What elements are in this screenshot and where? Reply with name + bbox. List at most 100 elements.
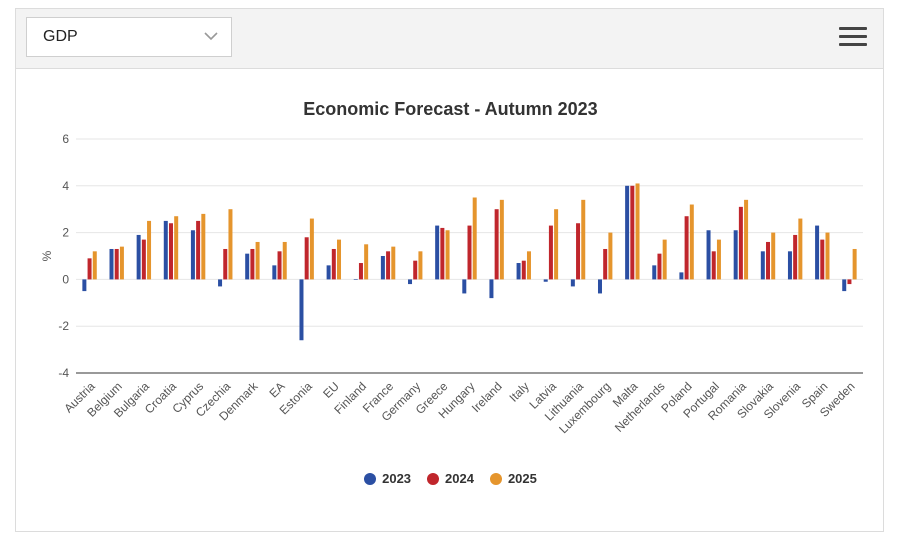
legend-item-2025[interactable]: 2025: [489, 471, 537, 486]
bar-2025-austria[interactable]: [92, 251, 97, 280]
bar-2024-belgium[interactable]: [114, 248, 119, 280]
bar-2024-slovenia[interactable]: [793, 234, 798, 280]
bar-2023-poland[interactable]: [679, 272, 684, 280]
bar-2024-portugal[interactable]: [711, 251, 716, 280]
bar-2025-spain[interactable]: [825, 232, 830, 280]
bar-2025-germany[interactable]: [418, 251, 423, 280]
bar-2024-ireland[interactable]: [494, 209, 499, 280]
bar-2024-france[interactable]: [386, 251, 391, 280]
bar-2024-netherlands[interactable]: [657, 253, 662, 280]
bar-2023-sweden[interactable]: [842, 279, 847, 292]
bar-2023-bulgaria[interactable]: [136, 234, 141, 280]
bar-2024-czechia[interactable]: [223, 248, 228, 280]
bar-2025-estonia[interactable]: [309, 218, 314, 280]
y-axis-label: %: [40, 250, 54, 261]
legend-marker: [489, 472, 502, 485]
bar-2025-eu[interactable]: [337, 239, 342, 280]
bar-2023-romania[interactable]: [733, 230, 738, 280]
bar-2023-slovakia[interactable]: [760, 251, 765, 280]
bar-2023-belgium[interactable]: [109, 248, 114, 280]
bar-2025-denmark[interactable]: [255, 241, 260, 280]
bar-2025-belgium[interactable]: [119, 246, 124, 280]
bar-2024-estonia[interactable]: [304, 237, 309, 280]
bar-2023-estonia[interactable]: [299, 279, 304, 341]
bar-2024-slovakia[interactable]: [766, 241, 771, 280]
legend-item-2023[interactable]: 2023: [364, 471, 411, 486]
bar-2025-ireland[interactable]: [499, 199, 504, 280]
bar-2023-finland[interactable]: [353, 279, 358, 280]
bar-2024-croatia[interactable]: [168, 223, 173, 280]
bar-2023-ea[interactable]: [272, 265, 277, 280]
indicator-select[interactable]: GDP: [26, 17, 232, 57]
indicator-select-value: GDP: [43, 28, 78, 45]
bar-2024-bulgaria[interactable]: [141, 239, 146, 280]
bar-2024-austria[interactable]: [87, 258, 92, 280]
bar-2023-czechia[interactable]: [218, 279, 223, 287]
y-tick-label: 2: [62, 226, 69, 240]
bar-2025-cyprus[interactable]: [201, 213, 206, 280]
bar-2023-france[interactable]: [380, 256, 385, 280]
bar-2025-netherlands[interactable]: [662, 239, 667, 280]
bar-2025-romania[interactable]: [744, 199, 749, 280]
bar-2024-lithuania[interactable]: [576, 223, 581, 280]
bar-2024-ea[interactable]: [277, 251, 282, 280]
bar-2023-eu[interactable]: [326, 265, 331, 280]
bar-2023-greece[interactable]: [435, 225, 440, 280]
bar-2024-sweden[interactable]: [847, 279, 852, 285]
bar-2024-hungary[interactable]: [467, 225, 472, 280]
bar-2024-malta[interactable]: [630, 185, 635, 280]
bar-2024-romania[interactable]: [738, 206, 743, 280]
bar-2024-latvia[interactable]: [548, 225, 553, 280]
bar-2023-netherlands[interactable]: [652, 265, 657, 280]
bar-2025-italy[interactable]: [526, 251, 531, 280]
bar-2024-greece[interactable]: [440, 227, 445, 280]
bar-2025-ea[interactable]: [282, 241, 287, 280]
bar-2025-latvia[interactable]: [554, 209, 559, 280]
bar-2023-cyprus[interactable]: [190, 230, 195, 280]
bar-2024-poland[interactable]: [684, 216, 689, 280]
bar-2025-luxembourg[interactable]: [608, 232, 613, 280]
y-tick-label: -4: [58, 366, 69, 380]
bar-2024-eu[interactable]: [331, 248, 336, 280]
bar-2023-latvia[interactable]: [543, 279, 548, 282]
bar-2025-sweden[interactable]: [852, 248, 857, 280]
bar-2023-slovenia[interactable]: [787, 251, 792, 280]
y-tick-label: 0: [62, 272, 69, 286]
legend-marker: [427, 472, 440, 485]
chart-container: GDP Economic Forecast - Autumn 2023 -4 -2…: [15, 8, 884, 532]
bar-2023-denmark[interactable]: [245, 253, 250, 280]
legend-item-2024[interactable]: 2024: [427, 471, 474, 486]
bar-2025-croatia[interactable]: [174, 216, 179, 280]
hamburger-menu-icon[interactable]: [839, 25, 869, 49]
bar-2023-austria[interactable]: [82, 279, 87, 292]
bar-2023-lithuania[interactable]: [570, 279, 575, 287]
bar-2025-poland[interactable]: [689, 204, 694, 280]
bar-2024-denmark[interactable]: [250, 248, 255, 280]
bar-2025-slovenia[interactable]: [798, 218, 803, 280]
bar-2023-hungary[interactable]: [462, 279, 467, 294]
bar-2025-hungary[interactable]: [472, 197, 477, 280]
bar-2024-luxembourg[interactable]: [603, 248, 608, 280]
bar-2024-finland[interactable]: [358, 263, 363, 280]
bar-2025-portugal[interactable]: [716, 239, 721, 280]
bar-2025-lithuania[interactable]: [581, 199, 586, 280]
bar-2023-italy[interactable]: [516, 263, 521, 280]
bar-2024-cyprus[interactable]: [196, 220, 201, 280]
bar-2023-ireland[interactable]: [489, 279, 494, 299]
bar-2023-portugal[interactable]: [706, 230, 711, 280]
bar-2023-luxembourg[interactable]: [597, 279, 602, 294]
bar-2025-france[interactable]: [391, 246, 396, 280]
bar-2024-germany[interactable]: [413, 260, 418, 280]
bar-2025-malta[interactable]: [635, 183, 640, 280]
bar-2025-greece[interactable]: [445, 230, 450, 280]
bar-2023-germany[interactable]: [408, 279, 413, 285]
bar-2025-finland[interactable]: [364, 244, 369, 280]
bar-2025-czechia[interactable]: [228, 209, 233, 280]
bar-2025-bulgaria[interactable]: [147, 220, 152, 280]
bar-2023-spain[interactable]: [815, 225, 820, 280]
bar-2024-spain[interactable]: [820, 239, 825, 280]
bar-2024-italy[interactable]: [521, 260, 526, 280]
bar-2023-croatia[interactable]: [163, 220, 168, 280]
bar-2023-malta[interactable]: [625, 185, 630, 280]
bar-2025-slovakia[interactable]: [771, 232, 776, 280]
